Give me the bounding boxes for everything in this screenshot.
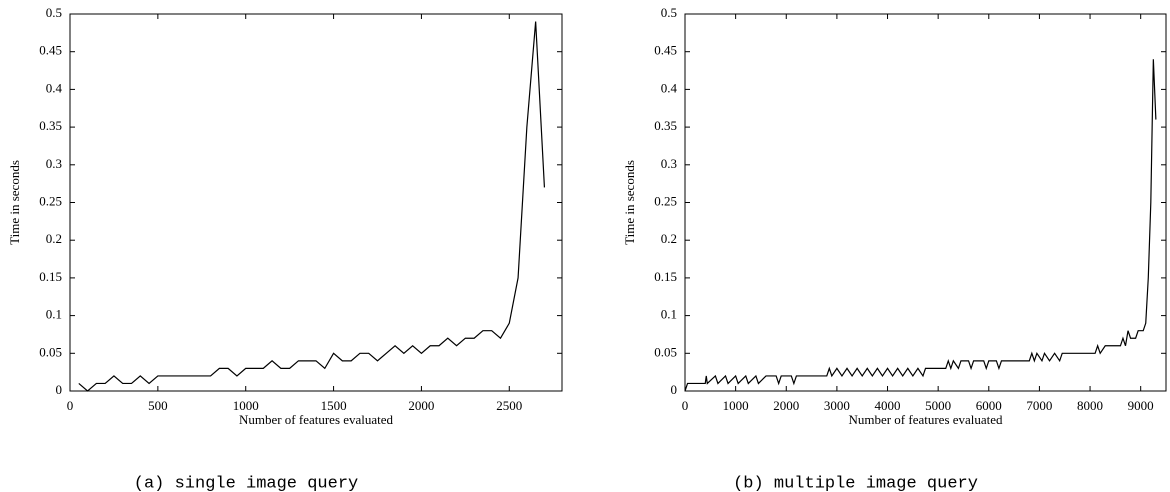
y-tick-label: 0.15 [654,269,677,284]
y-tick-label: 0.2 [661,231,677,246]
x-axis-label: Number of features evaluated [239,412,394,427]
x-tick-label: 7000 [1026,398,1052,413]
x-tick-label: 500 [148,398,168,413]
y-tick-label: 0 [56,382,63,397]
x-tick-label: 9000 [1128,398,1154,413]
x-tick-label: 1000 [233,398,259,413]
y-tick-label: 0.1 [661,307,677,322]
plot-frame [684,13,1167,392]
x-tick-label: 6000 [976,398,1002,413]
y-tick-label: 0.05 [654,344,677,359]
y-tick-label: 0.3 [661,156,677,171]
data-line [78,21,546,392]
x-tick-label: 2000 [773,398,799,413]
data-line [684,59,1157,392]
x-tick-label: 1500 [321,398,347,413]
x-tick-label: 2000 [408,398,434,413]
x-tick-label: 0 [682,398,689,413]
plot-frame [69,13,563,392]
x-axis-label: Number of features evaluated [848,412,1003,427]
y-tick-label: 0.35 [39,118,62,133]
caption: (a) single image query [134,474,358,492]
y-tick-label: 0.5 [661,5,677,20]
y-tick-label: 0.45 [654,43,677,58]
y-tick-label: 0.4 [46,80,63,95]
x-tick-label: 5000 [925,398,951,413]
y-tick-label: 0.5 [46,5,62,20]
y-tick-label: 0.45 [39,43,62,58]
x-tick-label: 0 [67,398,74,413]
y-tick-label: 0 [671,382,678,397]
y-tick-label: 0.3 [46,156,62,171]
y-axis-label: Time in seconds [622,160,637,245]
y-tick-label: 0.15 [39,269,62,284]
x-tick-label: 4000 [875,398,901,413]
y-tick-label: 0.25 [39,193,62,208]
x-tick-label: 8000 [1077,398,1103,413]
y-tick-label: 0.2 [46,231,62,246]
x-tick-label: 2500 [496,398,522,413]
x-tick-label: 1000 [723,398,749,413]
x-tick-label: 3000 [824,398,850,413]
y-tick-label: 0.4 [661,80,678,95]
y-axis-label: Time in seconds [7,160,22,245]
caption: (b) multiple image query [733,474,978,492]
y-tick-label: 0.05 [39,344,62,359]
y-tick-label: 0.1 [46,307,62,322]
y-tick-label: 0.35 [654,118,677,133]
y-tick-label: 0.25 [654,193,677,208]
